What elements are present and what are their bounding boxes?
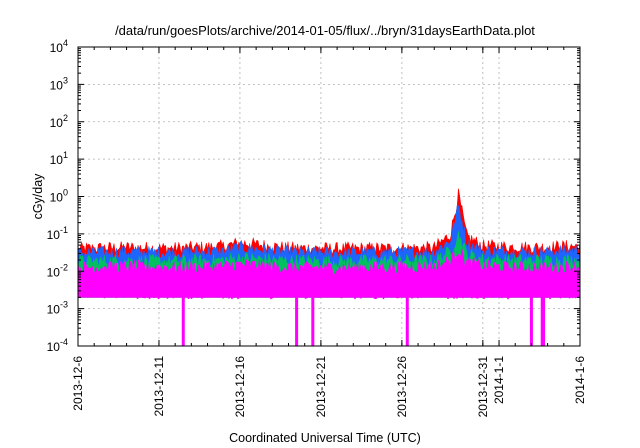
x-tick-labels: 2013-12-6 2013-12-11 2013-12-16 2013-12-21 2… — [71, 356, 587, 418]
y-tick-labels: 10-4 10-3 10-2 10-1 100 101 102 103 104 — [47, 38, 68, 354]
data-dropout — [405, 297, 409, 346]
y-tick-label: 104 — [50, 38, 68, 55]
chart-title: /data/run/goesPlots/archive/2014-01-05/f… — [115, 23, 535, 38]
data-series — [77, 248, 581, 298]
x-tick-label: 2013-12-6 — [71, 356, 85, 411]
y-tick-label: 101 — [50, 150, 68, 167]
y-tick-label: 10-1 — [47, 225, 68, 242]
x-tick-label: 2014-1-1 — [492, 356, 506, 404]
data-dropout — [542, 297, 546, 346]
data-dropout — [295, 297, 299, 346]
y-tick-label: 10-4 — [47, 337, 68, 354]
grid — [78, 47, 580, 346]
y-tick-label: 102 — [50, 113, 68, 130]
y-tick-label: 103 — [50, 75, 68, 92]
y-tick-label: 100 — [50, 188, 68, 205]
x-axis-label: Coordinated Universal Time (UTC) — [229, 431, 421, 445]
y-tick-label: 10-3 — [47, 300, 68, 317]
y-axis-label: cGy/day — [31, 173, 45, 220]
x-tick-label: 2013-12-16 — [233, 356, 247, 418]
x-tick-label: 2013-12-21 — [314, 356, 328, 418]
data-dropout — [181, 297, 185, 346]
y-tick-label: 10-2 — [47, 262, 68, 279]
data-dropout — [529, 297, 533, 346]
plot-area — [77, 188, 581, 346]
x-tick-label: 2013-12-26 — [395, 356, 409, 418]
x-tick-label: 2013-12-31 — [476, 356, 490, 418]
data-dropout — [311, 297, 315, 346]
x-tick-label: 2013-12-11 — [152, 356, 166, 417]
axis-ticks — [77, 46, 581, 347]
x-tick-label: 2014-1-6 — [573, 356, 587, 404]
